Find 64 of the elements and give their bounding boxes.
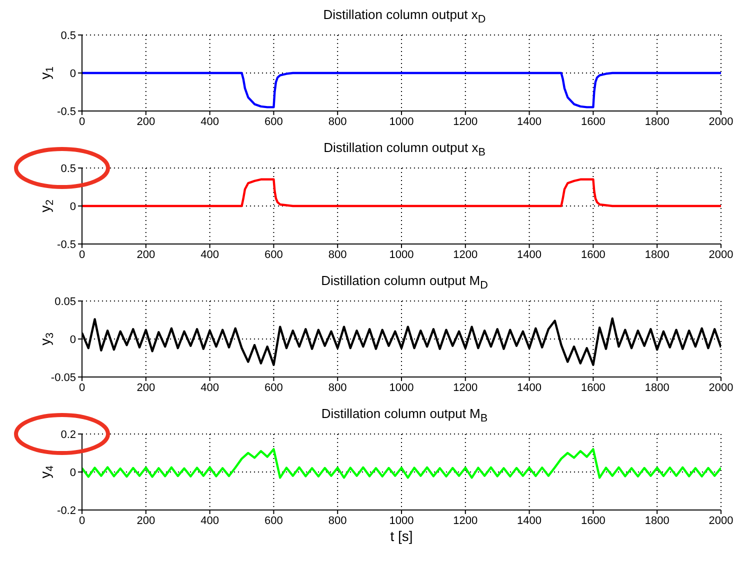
x-tick-label: 1600 — [580, 116, 606, 128]
chart-title: Distillation column output M$_{D}$ — [320, 272, 489, 294]
y-tick-label: -0.5 — [57, 106, 76, 118]
x-tick-label: 200 — [136, 248, 156, 261]
line-series — [82, 178, 721, 208]
x-tick-label: 2000 — [708, 248, 734, 261]
chart-title: Distillation column output x$_{B}$ — [322, 139, 486, 161]
x-tick-label: 1800 — [644, 248, 670, 261]
y-tick-label: 0.5 — [60, 162, 76, 175]
x-tick-label: 400 — [200, 248, 219, 261]
y-tick-label: 0 — [70, 200, 76, 213]
x-tick-label: 1600 — [580, 514, 606, 527]
x-tick-label: 1200 — [453, 248, 478, 261]
chart-title: Distillation column output M$_{B}$ — [320, 405, 489, 427]
x-tick-label: 1200 — [453, 382, 478, 394]
line-series — [82, 448, 721, 479]
y-tick-label: 0.5 — [60, 30, 76, 42]
x-tick-label: 1000 — [389, 514, 414, 527]
x-tick-label: 800 — [328, 514, 347, 527]
x-tick-label: 0 — [78, 116, 86, 128]
x-tick-label: 1400 — [517, 116, 542, 128]
chart-title: Distillation column output x$_{D}$ — [322, 6, 487, 28]
y-tick-label: 0.2 — [60, 428, 76, 441]
x-tick-label: 2000 — [708, 514, 734, 527]
x-tick-label: 200 — [136, 514, 156, 527]
y-tick-label: -0.05 — [50, 372, 76, 384]
x-tick-label: 1800 — [644, 116, 670, 128]
x-tick-label: 1200 — [453, 116, 478, 128]
x-tick-label: 400 — [200, 382, 219, 394]
x-tick-label: 0 — [78, 382, 86, 394]
x-tick-label: 400 — [200, 514, 219, 527]
x-tick-label: 800 — [328, 382, 347, 394]
x-tick-label: 1400 — [517, 382, 542, 394]
x-tick-label: 1000 — [389, 248, 414, 261]
y-tick-label: 0 — [70, 68, 76, 80]
y-tick-label: -0.2 — [57, 504, 76, 517]
y-tick-label: 0 — [70, 466, 76, 479]
x-tick-label: 600 — [264, 382, 283, 394]
x-tick-label: 1400 — [517, 514, 542, 527]
x-tick-label: 0 — [78, 514, 86, 527]
y-tick-label: -0.5 — [57, 238, 76, 251]
x-tick-label: 200 — [136, 382, 156, 394]
x-tick-label: 1800 — [644, 382, 670, 394]
x-tick-label: 0 — [78, 248, 86, 261]
x-tick-label: 2000 — [708, 116, 734, 128]
x-tick-label: 1000 — [389, 382, 414, 394]
y-tick-label: 0 — [70, 334, 76, 346]
x-tick-label: 1000 — [389, 116, 414, 128]
x-tick-label: 200 — [136, 116, 156, 128]
x-tick-label: 400 — [200, 116, 219, 128]
x-tick-label: 1600 — [580, 248, 606, 261]
x-tick-label: 600 — [264, 514, 283, 527]
x-tick-label: 600 — [264, 248, 283, 261]
x-tick-label: 1200 — [453, 514, 478, 527]
x-tick-label: 2000 — [708, 382, 734, 394]
x-tick-label: 1400 — [517, 248, 542, 261]
x-axis-title: t [s] — [389, 528, 414, 544]
y-tick-label: 0.05 — [54, 296, 76, 308]
x-tick-label: 1600 — [580, 382, 606, 394]
line-series — [82, 72, 721, 108]
x-tick-label: 600 — [264, 116, 283, 128]
x-tick-label: 1800 — [644, 514, 670, 527]
x-tick-label: 800 — [328, 248, 347, 261]
x-tick-label: 800 — [328, 116, 347, 128]
